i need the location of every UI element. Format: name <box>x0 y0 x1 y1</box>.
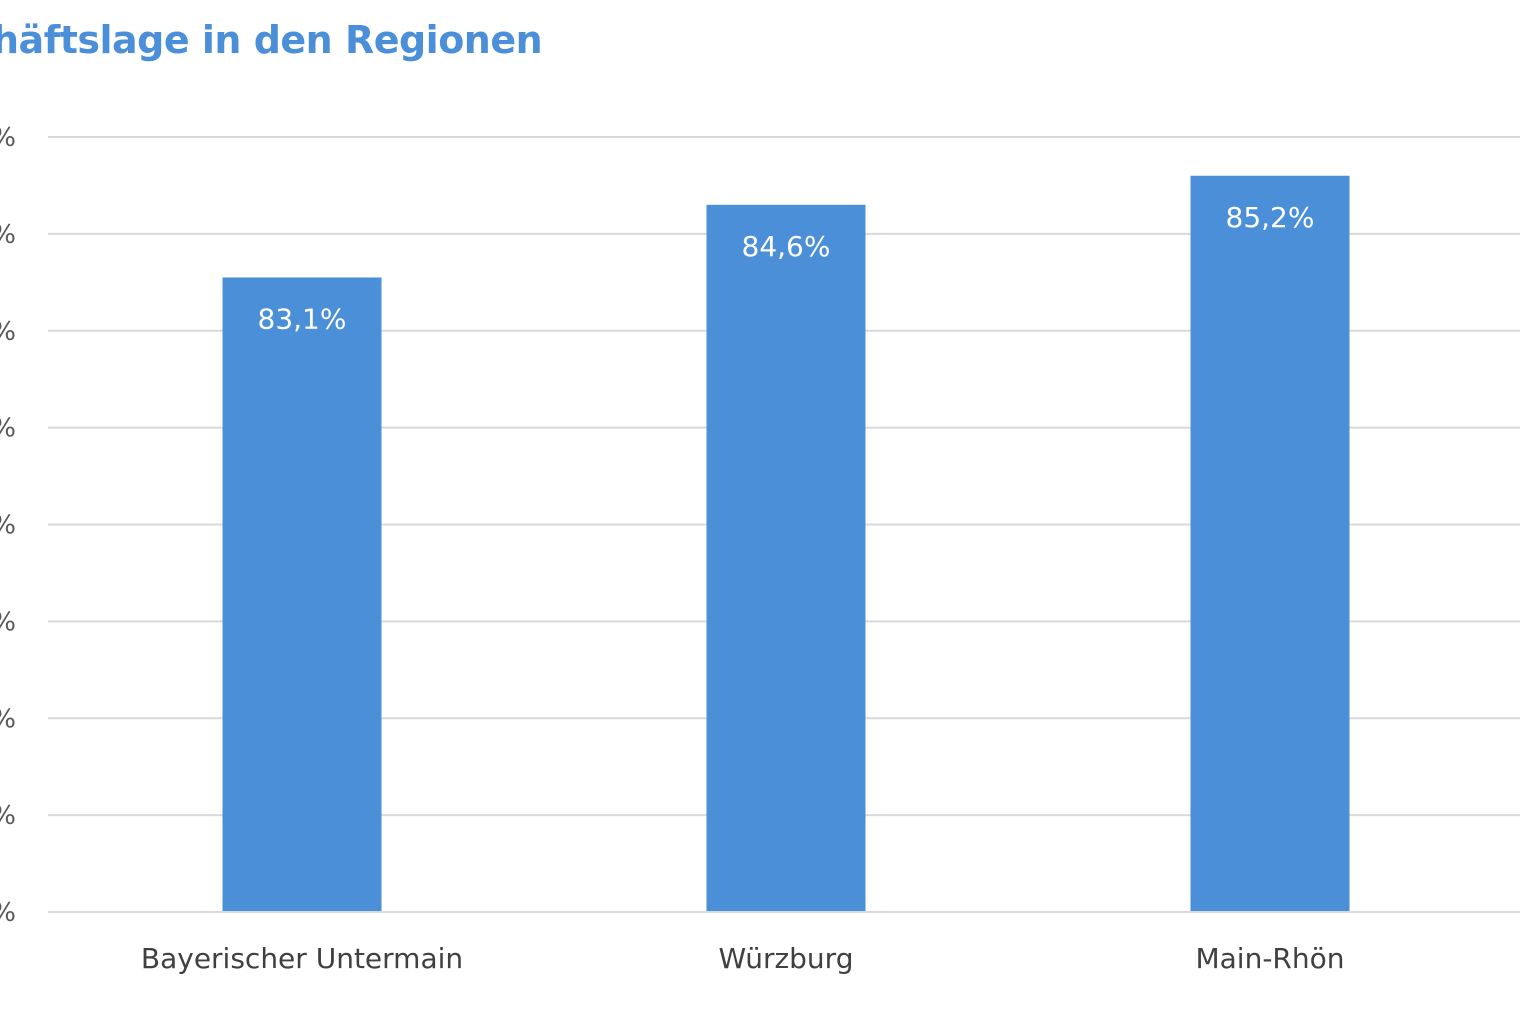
data-label: 84,6% <box>742 230 831 263</box>
category-label: Main-Rhön <box>1195 942 1344 975</box>
data-labels: 83,1% 84,6% 85,2% <box>258 201 1315 336</box>
y-tick-label: % <box>0 607 16 637</box>
y-tick-label: % <box>0 220 16 250</box>
bar-0 <box>222 277 382 911</box>
category-label: Bayerischer Untermain <box>141 942 463 975</box>
bars <box>222 175 1350 911</box>
y-tick-label: % <box>0 123 16 153</box>
y-tick-label: % <box>0 898 16 928</box>
data-label: 83,1% <box>258 302 347 335</box>
chart-title: häftslage in den Regionen <box>0 18 543 62</box>
y-tick-label: % <box>0 801 16 831</box>
y-tick-label: % <box>0 511 16 541</box>
data-label: 85,2% <box>1226 201 1315 234</box>
category-label: Würzburg <box>719 942 854 975</box>
bar-2 <box>1190 175 1350 911</box>
y-tick-label: % <box>0 414 16 444</box>
y-tick-label: % <box>0 317 16 347</box>
x-axis-categories: Bayerischer Untermain Würzburg Main-Rhön <box>141 942 1345 975</box>
y-axis-ticks: %%%%%%%%% <box>0 123 16 928</box>
bar-1 <box>706 204 866 911</box>
y-tick-label: % <box>0 704 16 734</box>
